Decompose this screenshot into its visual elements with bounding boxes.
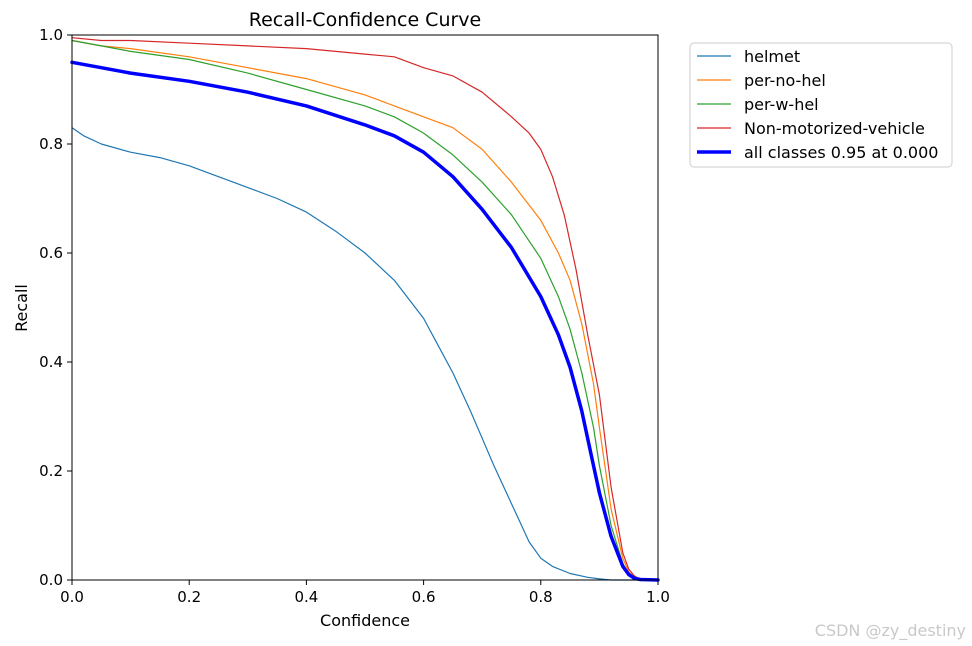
x-tick-label: 0.6 (412, 588, 436, 606)
y-axis-title: Recall (12, 284, 31, 332)
legend: helmet per-no-hel per-w-hel Non-motorized-v… (689, 42, 953, 168)
y-tick-label: 0.6 (39, 244, 63, 262)
legend-label: per-w-hel (744, 95, 819, 114)
y-tick-label: 0.4 (39, 353, 63, 371)
y-tick-label: 1.0 (39, 26, 63, 44)
y-axis: 0.0 0.2 0.4 0.6 0.8 1.0 (39, 26, 72, 589)
y-tick-label: 0.0 (39, 571, 63, 589)
y-tick-label: 0.8 (39, 135, 63, 153)
x-tick-label: 0.0 (60, 588, 84, 606)
x-axis: 0.0 0.2 0.4 0.6 0.8 1.0 (60, 580, 670, 606)
watermark: CSDN @zy_destiny (814, 621, 966, 640)
y-tick-label: 0.2 (39, 462, 63, 480)
legend-label: Non-motorized-vehicle (744, 119, 925, 138)
series-line-per-no-hel (71, 39, 659, 581)
plot-lines (70, 37, 660, 582)
legend-label: per-no-hel (744, 71, 826, 90)
x-axis-title: Confidence (320, 611, 410, 630)
series-line-per-w-hel (71, 39, 659, 581)
legend-label: all classes 0.95 at 0.000 (744, 143, 938, 162)
legend-label: helmet (744, 47, 800, 66)
x-tick-label: 0.2 (177, 588, 201, 606)
x-tick-label: 0.4 (294, 588, 318, 606)
series-line-all-classes-0-95-at-0-000 (70, 60, 660, 582)
x-tick-label: 1.0 (646, 588, 670, 606)
legend-box (689, 42, 953, 168)
chart-title: Recall-Confidence Curve (249, 9, 481, 31)
series-line-non-motorized-vehicle (71, 37, 659, 581)
series-line-helmet (71, 127, 659, 581)
x-tick-label: 0.8 (529, 588, 553, 606)
plot-frame (71, 34, 659, 581)
